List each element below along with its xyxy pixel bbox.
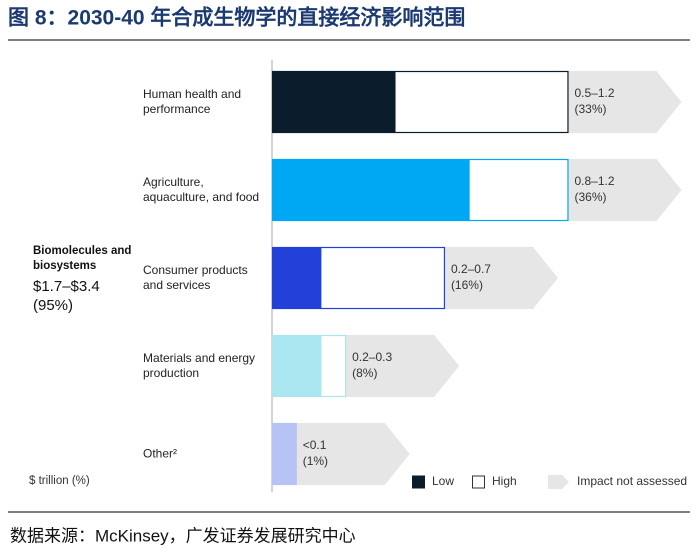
total-share: (95%)	[33, 297, 74, 314]
not-assessed-arrow	[568, 159, 682, 221]
category-label: Materials and energy production	[143, 351, 256, 380]
range-label: 0.2–0.7	[451, 262, 491, 276]
legend-swatch	[472, 475, 485, 489]
total-label: Biomolecules and biosystems	[33, 245, 132, 272]
share-label: (1%)	[303, 454, 328, 468]
category-label: Agriculture, aquaculture, and food	[143, 175, 260, 204]
share-label: (8%)	[352, 366, 377, 380]
range-label: 0.2–0.3	[352, 350, 392, 364]
not-assessed-arrow	[568, 71, 682, 133]
source: 数据来源：McKinsey，广发证券发展研究中心	[10, 526, 356, 545]
legend-label: Impact not assessed	[577, 474, 687, 488]
category-label: Human health and performance	[143, 87, 242, 116]
legend-label: High	[492, 474, 517, 488]
range-label: 0.5–1.2	[574, 86, 614, 100]
legend-label: Low	[432, 474, 454, 488]
share-label: (36%)	[574, 190, 606, 204]
not-assessed-arrow	[444, 247, 558, 309]
range-label: 0.8–1.2	[574, 174, 614, 188]
low-bar	[272, 335, 322, 397]
low-bar	[272, 71, 396, 133]
total-block: Biomolecules and biosystems $1.7–$3.4 (9…	[33, 244, 143, 315]
legend-swatch	[412, 475, 425, 489]
chart-title: 图 8：2030-40 年合成生物学的直接经济影响范围	[8, 6, 465, 30]
share-label: (16%)	[451, 278, 483, 292]
low-bar	[272, 159, 470, 221]
total-value: $1.7–$3.4	[33, 278, 100, 295]
not-assessed-arrow	[346, 335, 460, 397]
low-bar	[272, 423, 297, 485]
low-bar	[272, 247, 322, 309]
share-label: (33%)	[574, 102, 606, 116]
category-label: Other²	[143, 446, 178, 461]
unit-label: $ trillion (%)	[29, 475, 90, 487]
range-label: <0.1	[303, 438, 327, 452]
not-assessed-arrow	[296, 423, 410, 485]
category-label: Consumer products and services	[143, 263, 248, 292]
legend-swatch	[548, 475, 569, 489]
